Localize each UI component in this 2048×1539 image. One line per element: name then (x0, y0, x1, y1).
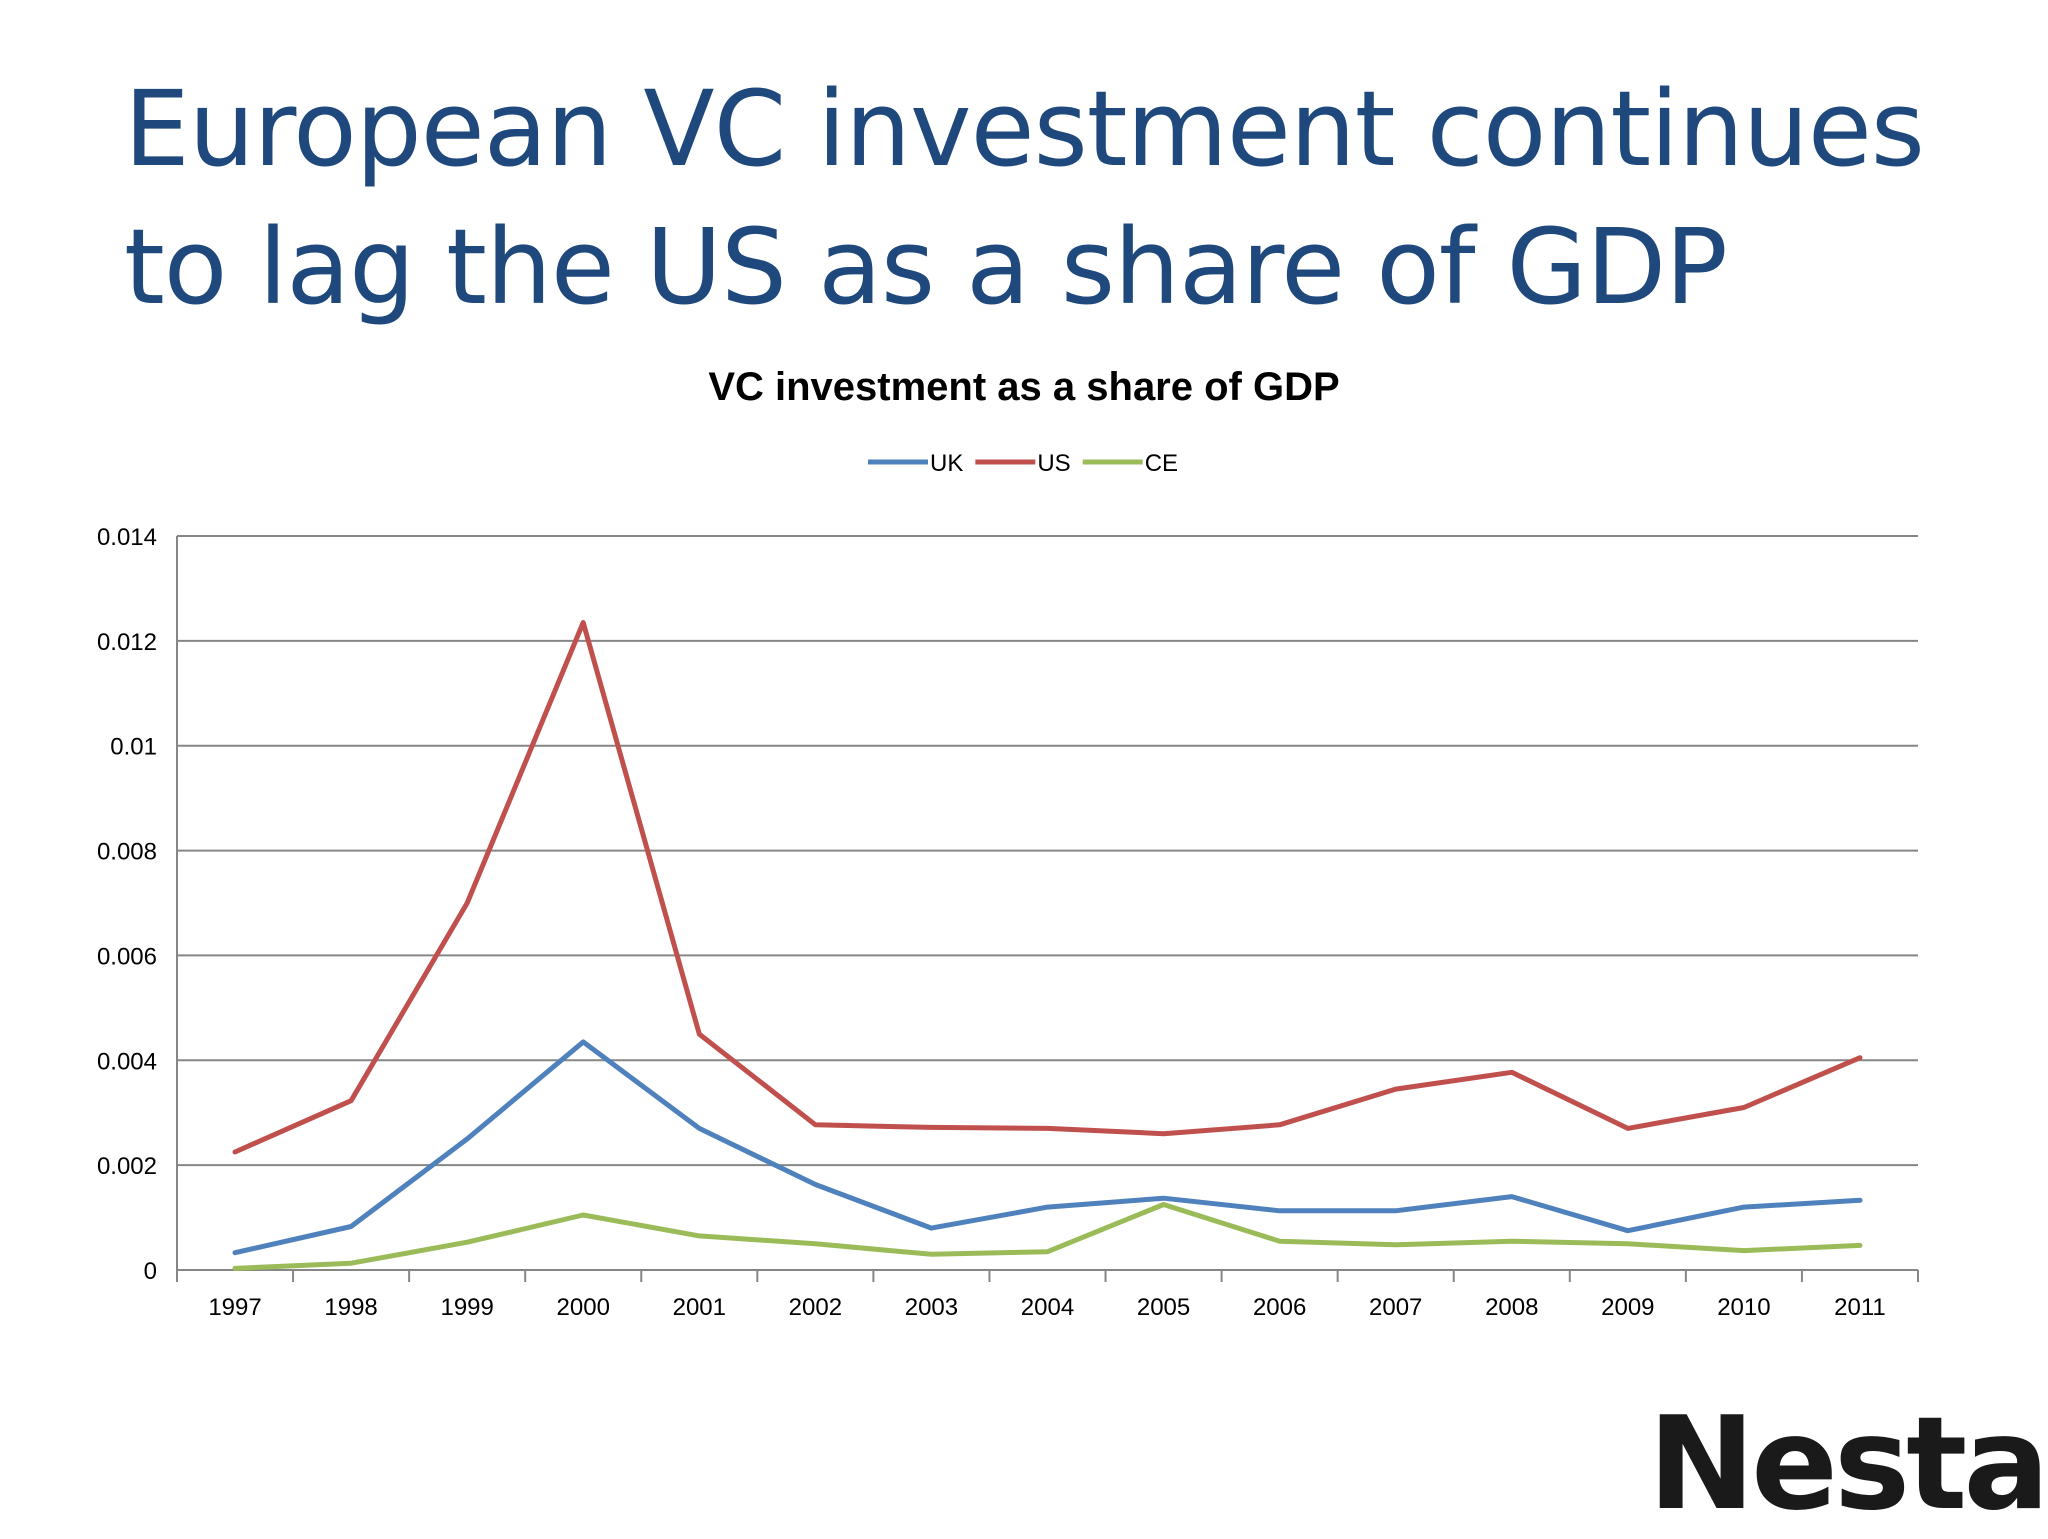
gridlines (177, 535, 1918, 1167)
x-tick-label: 2007 (1369, 1294, 1422, 1321)
line-chart: VC investment as a share of GDP UK US CE 0… (97, 365, 1919, 1321)
y-tick-label: 0.006 (97, 943, 157, 970)
x-tick-label: 2000 (557, 1294, 610, 1321)
y-tick-label: 0.004 (97, 1048, 157, 1075)
series-line-ce (232, 1202, 1863, 1271)
x-tick-label: 2009 (1601, 1294, 1654, 1321)
x-tick-label: 2010 (1717, 1294, 1770, 1321)
x-tick-label: 1998 (324, 1294, 377, 1321)
y-tick-label: 0.008 (97, 839, 157, 866)
x-tick-label: 2008 (1485, 1294, 1538, 1321)
legend-label-us: US (1037, 450, 1070, 477)
x-tick-label: 2003 (905, 1294, 958, 1321)
x-tick-label: 2006 (1253, 1294, 1306, 1321)
y-tick-label: 0.01 (110, 734, 157, 761)
series-line-uk (232, 1039, 1863, 1256)
y-tick-label: 0.002 (97, 1153, 157, 1180)
series-lines (232, 620, 1863, 1271)
axes: 0 0.002 0.004 0.006 0.008 0.01 0.012 0.014 1997 1… (97, 524, 1919, 1321)
x-tick-label: 2005 (1137, 1294, 1190, 1321)
nesta-logo: Nesta (1648, 1390, 2048, 1539)
x-tick-label: 2001 (673, 1294, 726, 1321)
x-tick-label: 2011 (1834, 1294, 1886, 1321)
legend-label-uk: UK (930, 450, 963, 477)
x-tick-label: 1999 (440, 1294, 493, 1321)
chart-title: VC investment as a share of GDP (708, 365, 1339, 409)
logo-text: Nesta (1648, 1390, 2048, 1539)
x-tick-label: 2002 (789, 1294, 842, 1321)
series-line-us (232, 620, 1863, 1155)
y-tick-label: 0.014 (97, 524, 157, 551)
x-tick-label: 1997 (208, 1294, 261, 1321)
y-tick-label: 0.012 (97, 629, 157, 656)
slide-title: European VC investment continues to lag … (124, 68, 1925, 328)
legend-label-ce: CE (1145, 450, 1178, 477)
chart-legend: UK US CE (868, 450, 1178, 477)
x-tick-label: 2004 (1021, 1294, 1074, 1321)
y-tick-label: 0 (144, 1258, 157, 1285)
